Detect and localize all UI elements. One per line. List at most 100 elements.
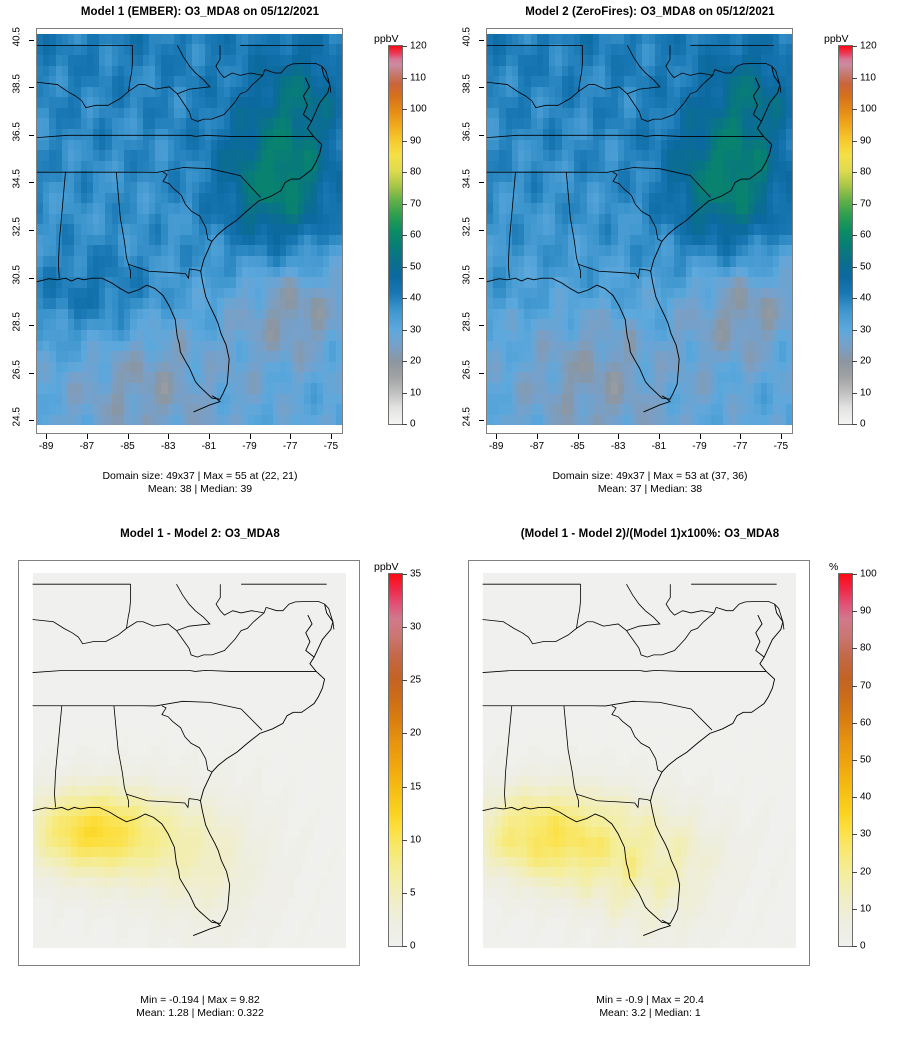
caption-line-stats: Min = -0.194 | Max = 9.82	[140, 994, 260, 1006]
colorbar-tick	[852, 203, 857, 205]
colorbar-tick	[852, 834, 857, 836]
colorbar-unit-label: ppbV	[374, 33, 399, 45]
y-tick-label: 40.5	[461, 26, 473, 47]
x-tick	[208, 434, 210, 439]
y-tick-label: 34.5	[11, 169, 23, 189]
caption-line-summary: Mean: 37 | Median: 38	[597, 482, 703, 495]
panel-title: Model 1 (EMBER): O3_MDA8 on 05/12/2021	[80, 6, 320, 18]
x-tick	[577, 434, 579, 439]
colorbar-tick-label: 30	[860, 324, 872, 335]
raster-row	[487, 308, 792, 320]
y-tick-label: 24.5	[461, 407, 473, 427]
raster-row	[487, 213, 792, 225]
y-tick	[479, 420, 484, 422]
colorbar-tick	[402, 424, 407, 425]
colorbar-tick-label: 40	[410, 292, 422, 304]
colorbar-tick	[402, 627, 407, 629]
colorbar-tick	[402, 733, 407, 735]
raster-row	[487, 287, 792, 299]
colorbar-tick-label: 0	[860, 418, 866, 430]
data-field	[487, 29, 792, 433]
y-tick	[29, 182, 34, 184]
y-tick	[29, 87, 34, 89]
colorbar-tick-label: 10	[410, 834, 422, 846]
colorbar-tick	[852, 109, 857, 110]
map-plot-area	[36, 28, 343, 434]
colorbar-tick	[852, 797, 857, 799]
raster-row	[37, 213, 342, 225]
colorbar-tick	[852, 329, 857, 331]
raster-row	[37, 351, 342, 362]
raster-row	[487, 129, 792, 140]
raster-row	[37, 319, 342, 331]
raster-row	[487, 55, 792, 66]
colorbar-tick-label: 90	[860, 135, 872, 146]
raster-row	[482, 725, 796, 736]
colorbar-tick	[852, 760, 857, 761]
colorbar-tick	[852, 574, 857, 575]
raster-row	[482, 664, 796, 675]
colorbar-tick	[402, 946, 407, 947]
x-tick	[249, 434, 251, 439]
panel-title: Model 1 - Model 2: O3_MDA8	[120, 528, 280, 540]
colorbar-unit-label: ppbV	[824, 33, 849, 45]
y-tick-label: 36.5	[11, 121, 23, 142]
colorbar-tick-label: 50	[860, 261, 872, 272]
y-tick-label: 24.5	[11, 407, 23, 427]
raster-row	[482, 735, 796, 746]
y-tick	[29, 372, 34, 374]
raster-row	[32, 613, 346, 624]
panel-caption: Min = -0.194 | Max = 9.82 Mean: 1.28 | Me…	[0, 994, 400, 1019]
raster-row	[482, 887, 796, 898]
raster-row	[32, 725, 346, 736]
raster-row	[487, 404, 792, 415]
raster-row	[32, 928, 346, 939]
colorbar-tick	[852, 172, 857, 173]
raster-row	[37, 224, 342, 235]
x-tick	[168, 434, 170, 439]
raster-row	[32, 573, 346, 584]
raster-row	[482, 654, 796, 665]
colorbar-tick	[852, 235, 857, 236]
x-tick	[127, 434, 129, 439]
raster-row	[487, 118, 792, 130]
raster-row	[487, 372, 792, 383]
colorbar-gradient: 0 10 20 30 40 50 60 70 80 90 100 110 120	[388, 41, 427, 430]
raster-row	[32, 826, 346, 837]
x-tick-label: -77	[732, 441, 748, 452]
raster-row	[482, 684, 796, 695]
raster-row	[482, 877, 796, 888]
raster-row	[482, 775, 796, 787]
colorbar-tick-label: 40	[860, 791, 872, 803]
raster-row	[487, 245, 792, 256]
colorbar-tick-label: 70	[860, 198, 872, 209]
raster-row	[32, 583, 346, 594]
raster-row	[32, 633, 346, 645]
raster-row	[37, 129, 342, 140]
colorbar-tick-label: 110	[860, 72, 876, 83]
raster-row	[37, 107, 342, 119]
raster-row	[37, 192, 342, 204]
colorbar-tick-label: 50	[860, 754, 872, 766]
colorbar-tick	[852, 871, 857, 873]
raster-row	[487, 139, 792, 151]
raster-row	[37, 361, 342, 373]
raster-row	[487, 319, 792, 331]
colorbar-tick	[402, 361, 407, 362]
x-tick-label: -89	[488, 441, 504, 452]
colorbar-tick-label: 5	[410, 887, 416, 899]
colorbar-tick	[402, 680, 407, 682]
panel-caption: Domain size: 49x37 | Max = 53 at (37, 36…	[450, 470, 850, 495]
y-tick	[29, 230, 34, 231]
colorbar-gradient: 0 5 10 15 20 25 30 35	[388, 569, 421, 952]
x-tick	[618, 434, 620, 439]
raster-row	[37, 33, 342, 45]
raster-row	[32, 694, 346, 705]
colorbar-tick-label: 70	[860, 680, 872, 692]
colorbar-tick	[852, 140, 857, 142]
colorbar-tick-label: 70	[410, 198, 422, 209]
panel-title: Model 2 (ZeroFires): O3_MDA8 on 05/12/20…	[525, 6, 775, 18]
raster-row	[37, 76, 342, 87]
map-linework	[487, 29, 792, 433]
raster-row	[487, 340, 792, 352]
